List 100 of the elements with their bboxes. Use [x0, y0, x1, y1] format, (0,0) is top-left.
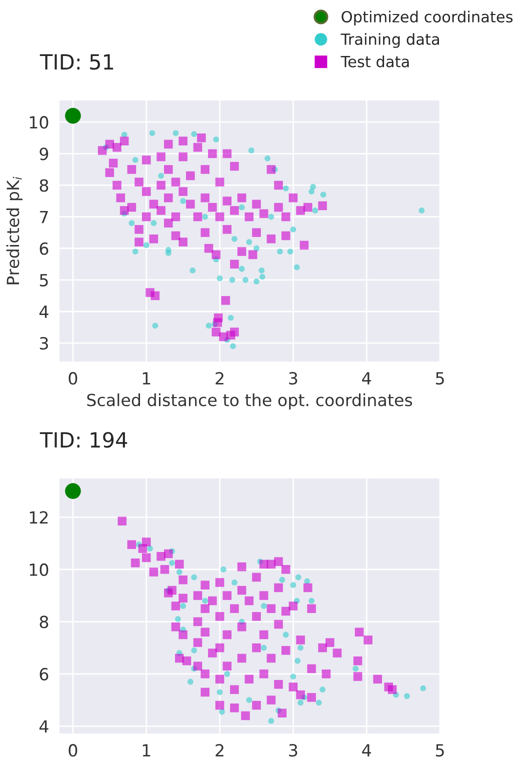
x-tick-label: 3: [289, 372, 298, 385]
legend-label: Optimized coordinates: [342, 10, 513, 26]
x-axis-title: Scaled distance to the opt. coordinates: [87, 393, 412, 410]
point: [312, 208, 318, 214]
point: [298, 644, 304, 651]
point: [290, 674, 296, 680]
point: [224, 670, 230, 677]
point: [132, 248, 138, 254]
x-tick-label: 3: [289, 744, 298, 757]
legend-label: Test data: [340, 56, 409, 68]
point: [282, 632, 289, 638]
x-tick-label: 5: [436, 372, 444, 385]
point: [259, 274, 266, 280]
point: [128, 220, 135, 226]
legend-label: Training data: [340, 33, 439, 48]
y-tick-label: 10: [30, 563, 48, 576]
point: [310, 184, 316, 190]
y-tick-label: 9: [40, 148, 48, 160]
point: [298, 700, 304, 706]
point: [282, 185, 289, 192]
y-tick-label: 5: [40, 274, 48, 286]
point: [254, 245, 260, 252]
point: [258, 268, 265, 274]
point: [246, 239, 252, 245]
point: [277, 248, 283, 254]
x-tick-label: 1: [142, 744, 150, 756]
point: [404, 693, 410, 700]
y-tick-label: 4: [39, 306, 48, 318]
x-tick-label: 4: [362, 372, 371, 384]
point: [320, 192, 326, 198]
x-tick-label: 5: [436, 744, 444, 757]
point: [220, 566, 226, 572]
point: [187, 678, 194, 685]
point: [246, 697, 252, 703]
point: [294, 658, 301, 664]
point: [352, 666, 359, 672]
point: [191, 647, 198, 654]
y-axis-title: Predicted pK$_{i}$: [6, 176, 22, 284]
point: [180, 603, 186, 609]
point: [264, 155, 270, 162]
point: [172, 130, 179, 136]
point: [248, 148, 254, 154]
point: [418, 208, 425, 214]
chart-title: TID: 194: [40, 432, 128, 448]
point: [158, 172, 164, 179]
point: [290, 582, 296, 588]
point: [65, 483, 81, 499]
y-tick-label: 12: [30, 511, 48, 524]
point: [232, 580, 238, 586]
point: [216, 689, 223, 696]
point: [191, 574, 198, 580]
point: [230, 343, 236, 350]
point: [191, 131, 198, 138]
point: [290, 226, 296, 232]
y-tick-label: 8: [40, 179, 48, 192]
y-tick-label: 6: [40, 668, 48, 680]
x-tick-label: 0: [68, 744, 78, 757]
point: [202, 214, 208, 220]
point: [238, 266, 245, 272]
point: [150, 220, 157, 226]
x-tick-label: 1: [142, 372, 150, 384]
point: [420, 685, 426, 692]
point: [152, 322, 158, 329]
point: [165, 246, 172, 253]
y-tick-label: 4: [39, 720, 48, 732]
point: [287, 248, 294, 254]
point: [279, 576, 286, 583]
x-tick-label: 2: [216, 744, 224, 756]
point: [260, 644, 267, 651]
y-tick-label: 7: [40, 210, 48, 224]
point: [295, 574, 302, 580]
y-tick-label: 10: [30, 116, 48, 129]
point: [254, 278, 260, 284]
point: [65, 108, 81, 124]
point: [206, 322, 212, 329]
x-tick-label: 4: [362, 744, 371, 756]
y-tick-label: 6: [40, 242, 48, 255]
point: [219, 708, 225, 715]
point: [213, 136, 220, 142]
point: [132, 157, 138, 163]
point: [143, 242, 150, 248]
point: [180, 198, 186, 204]
point: [268, 718, 274, 724]
point: [320, 686, 326, 693]
y-tick-label: 3: [40, 337, 48, 350]
point: [232, 236, 238, 242]
point: [238, 204, 245, 210]
point: [268, 214, 274, 220]
point: [174, 616, 181, 622]
x-tick-label: 0: [68, 372, 78, 385]
point: [260, 603, 267, 609]
point: [308, 598, 314, 604]
point: [242, 276, 248, 283]
point: [202, 598, 208, 604]
point: [176, 569, 182, 575]
point: [147, 546, 153, 552]
x-tick-label: 2: [216, 372, 224, 384]
point: [149, 130, 156, 136]
point: [190, 268, 196, 274]
y-tick-label: 8: [40, 616, 48, 628]
